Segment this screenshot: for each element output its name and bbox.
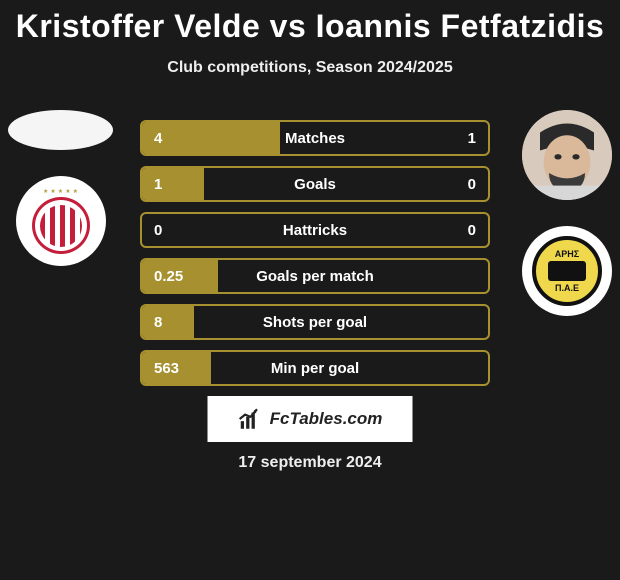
left-player-column: ★★★★★	[8, 110, 113, 266]
stat-row-goals-per-match: 0.25 Goals per match	[140, 258, 490, 294]
right-player-avatar	[522, 110, 612, 200]
stat-row-hattricks: 0 Hattricks 0	[140, 212, 490, 248]
stat-label: Goals per match	[214, 268, 416, 285]
stat-left-value: 0.25	[154, 268, 214, 285]
stats-table: 4 Matches 1 1 Goals 0 0 Hattricks 0 0.25…	[140, 120, 490, 386]
stat-left-value: 0	[154, 222, 214, 239]
right-player-column: ΑΡΗΣ Π.Α.Ε	[522, 110, 612, 316]
aris-text-top: ΑΡΗΣ	[555, 249, 579, 259]
olympiacos-crest-icon: ★★★★★	[28, 188, 94, 254]
comparison-card: Kristoffer Velde vs Ioannis Fetfatzidis …	[0, 0, 620, 580]
stat-label: Hattricks	[214, 222, 416, 239]
right-club-badge: ΑΡΗΣ Π.Α.Ε	[522, 226, 612, 316]
aris-text-bottom: Π.Α.Ε	[555, 283, 579, 293]
stat-right-value: 0	[416, 222, 476, 239]
stat-left-value: 4	[154, 130, 214, 147]
left-club-badge: ★★★★★	[16, 176, 106, 266]
stat-right-value: 1	[416, 130, 476, 147]
stat-row-goals: 1 Goals 0	[140, 166, 490, 202]
stat-label: Min per goal	[214, 360, 416, 377]
stat-left-value: 1	[154, 176, 214, 193]
stat-row-min-per-goal: 563 Min per goal	[140, 350, 490, 386]
stat-right-value: 0	[416, 176, 476, 193]
stat-left-value: 8	[154, 314, 214, 331]
brand-chart-icon	[238, 406, 264, 432]
page-title: Kristoffer Velde vs Ioannis Fetfatzidis	[0, 0, 620, 45]
generated-date: 17 september 2024	[238, 454, 381, 472]
stat-row-shots-per-goal: 8 Shots per goal	[140, 304, 490, 340]
aris-crest-icon: ΑΡΗΣ Π.Α.Ε	[532, 236, 602, 306]
stat-left-value: 563	[154, 360, 214, 377]
player-face-icon	[522, 110, 612, 200]
stat-label: Goals	[214, 176, 416, 193]
stat-row-matches: 4 Matches 1	[140, 120, 490, 156]
brand-text: FcTables.com	[270, 409, 383, 429]
brand-badge: FcTables.com	[208, 396, 413, 442]
left-player-avatar-placeholder	[8, 110, 113, 150]
stat-label: Matches	[214, 130, 416, 147]
subtitle: Club competitions, Season 2024/2025	[0, 59, 620, 77]
stat-label: Shots per goal	[214, 314, 416, 331]
